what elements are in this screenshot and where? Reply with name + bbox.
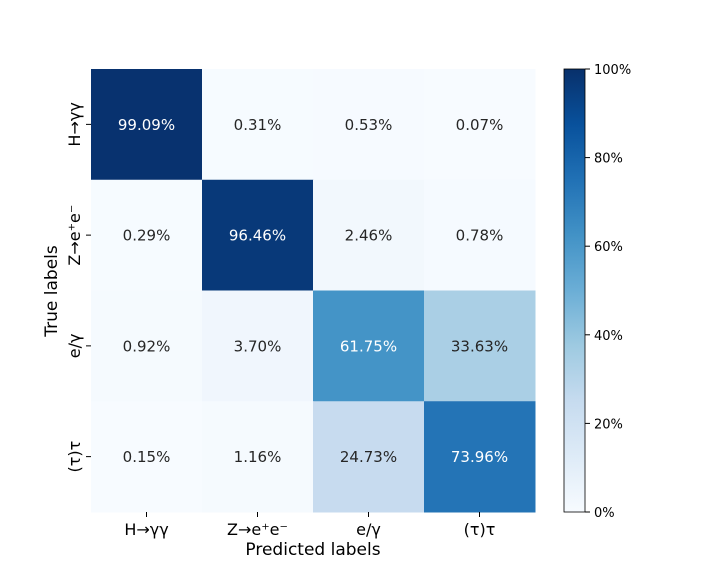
y-tick-label: (τ)τ bbox=[65, 441, 84, 473]
heatmap-cells bbox=[91, 69, 536, 513]
heatmap-cell bbox=[424, 179, 536, 291]
heatmap-cell bbox=[424, 401, 536, 513]
x-axis-label: Predicted labels bbox=[245, 540, 380, 560]
heatmap-cell bbox=[91, 290, 203, 402]
heatmap-cell bbox=[202, 290, 314, 402]
cell-value-label: 0.53% bbox=[345, 116, 393, 134]
heatmap-cell bbox=[313, 290, 425, 402]
x-tick-label: H→γγ bbox=[124, 520, 168, 539]
heatmap-cell bbox=[313, 69, 425, 181]
colorbar: 0% 20% 40% 60% 80% 100% bbox=[563, 63, 631, 521]
heatmap-cell bbox=[424, 290, 536, 402]
x-tick-label: e/γ bbox=[356, 520, 381, 539]
colorbar-ticks: 0% 20% 40% 60% 80% 100% bbox=[585, 63, 631, 521]
cell-value-label: 3.70% bbox=[234, 337, 282, 355]
colorbar-tick-label: 0% bbox=[594, 506, 615, 521]
cell-value-label: 0.92% bbox=[123, 337, 171, 355]
cell-value-label: 0.29% bbox=[123, 227, 171, 245]
cell-value-label: 2.46% bbox=[345, 227, 393, 245]
cell-value-label: 1.16% bbox=[234, 448, 282, 466]
x-tick-label: Z→e⁺e⁻ bbox=[227, 520, 288, 539]
cell-value-label: 33.63% bbox=[451, 337, 508, 355]
heatmap-cell bbox=[202, 179, 314, 291]
heatmap-axes: H→γγ Z→e⁺e⁻ e/γ (τ)τ H→γγ Z→e⁺e⁻ e/γ (τ)τ bbox=[65, 102, 495, 539]
cell-value-label: 0.07% bbox=[456, 116, 504, 134]
y-tick-label: H→γγ bbox=[65, 102, 84, 146]
x-tick-label: (τ)τ bbox=[464, 520, 496, 539]
y-axis-label: True labels bbox=[42, 245, 62, 338]
heatmap-cell bbox=[424, 69, 536, 181]
heatmap-cell bbox=[91, 179, 203, 291]
cell-value-label: 24.73% bbox=[340, 448, 397, 466]
cell-value-label: 99.09% bbox=[118, 116, 175, 134]
colorbar-tick-label: 60% bbox=[594, 240, 623, 255]
heatmap-cell-labels: 99.09% 0.31% 0.53% 0.07% 0.29% 96.46% 2.46% 0.7… bbox=[118, 116, 508, 466]
colorbar-tick-label: 20% bbox=[594, 417, 623, 432]
colorbar-tick-label: 40% bbox=[594, 329, 623, 344]
colorbar-tick-label: 80% bbox=[594, 152, 623, 167]
heatmap-cell bbox=[313, 401, 425, 513]
heatmap-cell bbox=[91, 401, 203, 513]
cell-value-label: 96.46% bbox=[229, 227, 286, 245]
heatmap-cell bbox=[91, 69, 203, 181]
y-tick-label: Z→e⁺e⁻ bbox=[65, 205, 84, 266]
cell-value-label: 61.75% bbox=[340, 337, 397, 355]
colorbar-tick-label: 100% bbox=[594, 63, 631, 78]
cell-value-label: 0.31% bbox=[234, 116, 282, 134]
y-tick-label: e/γ bbox=[65, 334, 84, 359]
heatmap-cell bbox=[202, 69, 314, 181]
heatmap-cell bbox=[202, 401, 314, 513]
heatmap-cell bbox=[313, 179, 425, 291]
colorbar-gradient bbox=[563, 68, 586, 513]
cell-value-label: 0.78% bbox=[456, 227, 504, 245]
cell-value-label: 73.96% bbox=[451, 448, 508, 466]
cell-value-label: 0.15% bbox=[123, 448, 171, 466]
